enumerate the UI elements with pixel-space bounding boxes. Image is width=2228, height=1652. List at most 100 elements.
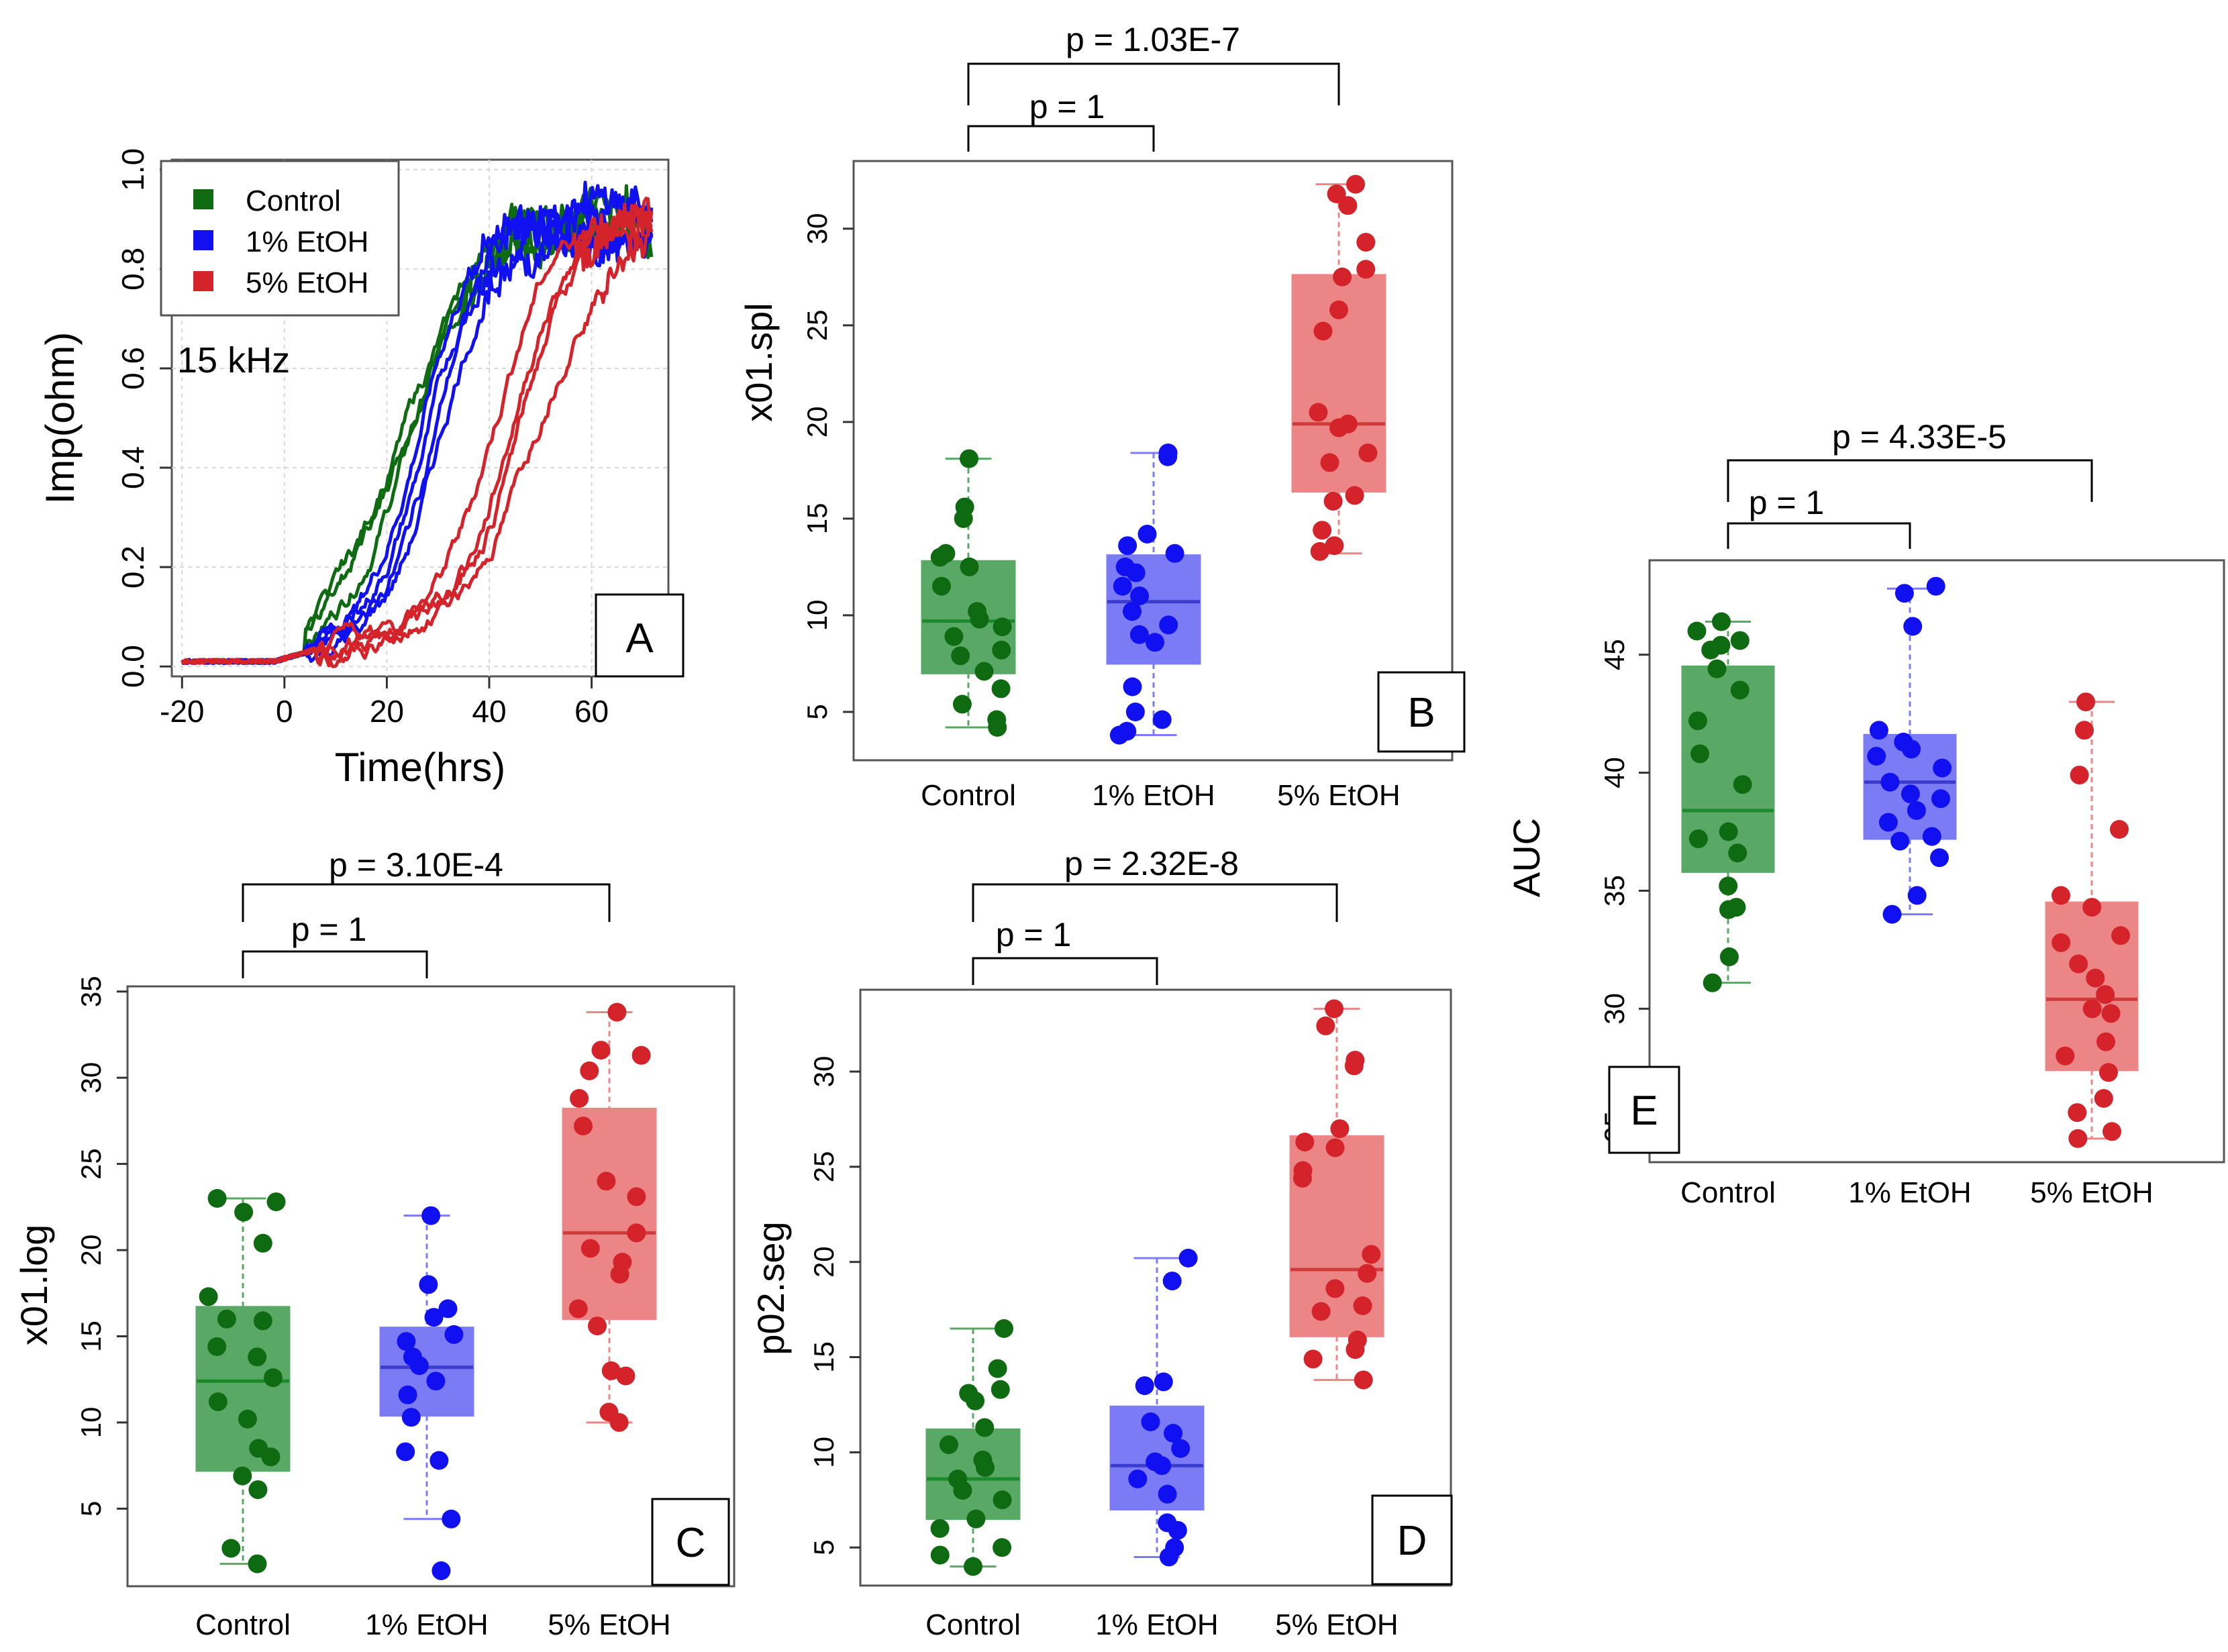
y-tick-label: 10 — [75, 1407, 107, 1439]
panel-a-y-axis-label: Imp(ohm) — [38, 332, 83, 505]
data-point — [1303, 1349, 1323, 1369]
data-point — [1867, 747, 1886, 766]
y-tick-label: 20 — [808, 1246, 840, 1278]
panel-e-label: E — [1630, 1088, 1658, 1134]
data-point — [1358, 444, 1378, 462]
category-label-control: Control — [921, 779, 1016, 812]
category-label-1pct-etoh: 1% EtOH — [1095, 1608, 1218, 1641]
box-1pct-etoh — [379, 1206, 474, 1580]
data-point — [419, 1275, 438, 1294]
data-point — [2096, 985, 2115, 1004]
panel-a-curves — [181, 180, 654, 668]
category-label-1pct-etoh: 1% EtOH — [1848, 1176, 1971, 1209]
panel-a-x-axis-label: Time(hrs) — [335, 745, 505, 790]
y-tick-label: 30 — [1599, 993, 1630, 1025]
data-point — [1293, 1168, 1312, 1188]
category-label-control: Control — [925, 1608, 1021, 1641]
data-point — [1931, 789, 1950, 809]
data-point — [1113, 576, 1132, 596]
y-tick-label: 0.0 — [115, 645, 150, 688]
x-tick-label: 0 — [276, 694, 293, 729]
data-point — [1719, 900, 1738, 919]
y-tick-label: 0.8 — [115, 248, 150, 291]
y-tick-label: 0.4 — [115, 446, 150, 489]
panel-c-label: C — [676, 1520, 706, 1566]
legend-swatch-1pct-etoh — [193, 230, 213, 250]
panel-d-y-axis-label: p02.seg — [750, 1221, 792, 1355]
data-point — [248, 1347, 267, 1367]
panel-b-plot-area — [852, 160, 1454, 762]
panel-d-label: D — [1397, 1518, 1427, 1564]
data-point — [1901, 784, 1920, 804]
y-tick-label: 35 — [75, 976, 107, 1007]
data-point — [1123, 602, 1142, 621]
data-point — [1344, 1056, 1364, 1076]
data-point — [1346, 1340, 1365, 1359]
data-point — [253, 1311, 272, 1331]
panel-b: 5 10 15 20 25 30 x01.spl Control 1% EtOH 5% EtOH p… — [738, 21, 1466, 812]
panel-a-label: A — [625, 615, 654, 662]
data-point — [1152, 710, 1172, 729]
panel-c-label-box — [651, 1498, 730, 1586]
panel-a-label-box — [595, 593, 685, 678]
box-iqr — [562, 1107, 657, 1321]
p-value-label: p = 1 — [1029, 88, 1105, 125]
data-point — [248, 1480, 268, 1500]
data-point — [991, 679, 1011, 699]
data-point — [444, 1325, 464, 1344]
data-point — [627, 1187, 646, 1206]
box-control — [921, 449, 1016, 737]
data-point — [1171, 1439, 1191, 1458]
category-label-5pct-etoh: 5% EtOH — [2030, 1176, 2153, 1209]
data-point — [438, 1299, 458, 1319]
data-point — [1346, 174, 1365, 194]
data-point — [1325, 999, 1344, 1019]
data-point — [2096, 1032, 2115, 1051]
data-point — [580, 1239, 600, 1258]
data-point — [988, 1359, 1007, 1378]
data-point — [1162, 1272, 1182, 1291]
legend-label-control: Control — [246, 185, 341, 217]
data-point — [396, 1442, 415, 1461]
data-point — [954, 509, 973, 528]
data-point — [1926, 576, 1945, 596]
p-value-label: p = 1.03E-7 — [1066, 21, 1240, 58]
x-tick-label: 40 — [472, 694, 506, 729]
data-point — [1690, 744, 1709, 764]
panel-a-legend: Control 1% EtOH 5% EtOH — [160, 160, 400, 317]
data-point — [2086, 968, 2105, 988]
data-point — [2068, 1103, 2087, 1123]
y-tick-label: 25 — [75, 1148, 107, 1180]
data-point — [2069, 954, 2088, 974]
data-point — [597, 1172, 616, 1191]
comparison-bracket — [967, 62, 1340, 105]
data-point — [1320, 453, 1339, 472]
category-label-1pct-etoh: 1% EtOH — [365, 1608, 488, 1641]
data-point — [995, 1319, 1013, 1338]
y-tick-label: 25 — [808, 1151, 840, 1182]
data-point — [568, 1299, 588, 1319]
data-point — [1728, 843, 1748, 863]
y-tick-label: 25 — [801, 309, 833, 341]
data-point — [1313, 521, 1332, 540]
data-point — [1353, 1296, 1372, 1315]
data-point — [401, 1408, 421, 1427]
y-tick-label: 30 — [75, 1062, 107, 1094]
data-point — [429, 1451, 449, 1470]
data-point — [1688, 829, 1708, 849]
data-point — [2052, 886, 2070, 905]
data-point — [932, 576, 951, 596]
data-point — [1703, 973, 1722, 992]
comparison-bracket — [972, 957, 1158, 985]
box-5pct-etoh — [2045, 692, 2139, 1148]
data-point — [1159, 615, 1178, 635]
data-point — [574, 1117, 593, 1136]
y-tick-label: 15 — [801, 503, 833, 535]
data-point — [988, 718, 1007, 737]
data-point — [238, 1409, 257, 1429]
box-5pct-etoh — [1291, 174, 1386, 561]
data-point — [1869, 721, 1888, 740]
y-tick-label: 30 — [801, 213, 833, 244]
data-point — [1362, 1245, 1381, 1264]
